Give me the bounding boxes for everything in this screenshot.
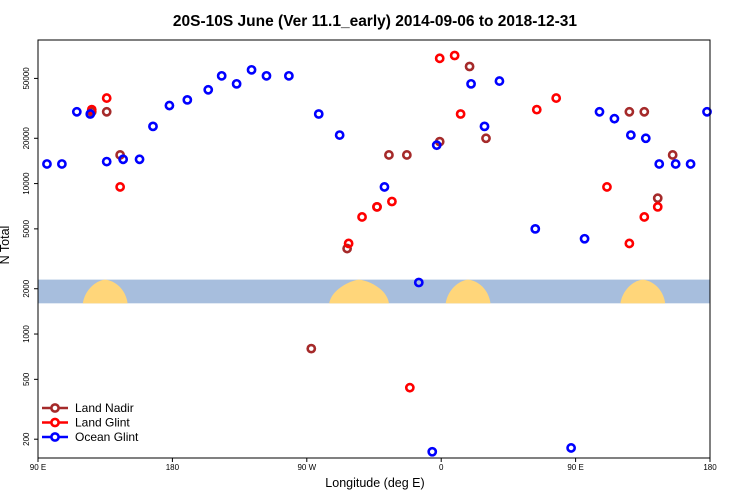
land-glint-point-7 <box>404 382 415 393</box>
y-tick-label-6: 20000 <box>22 127 31 150</box>
ocean-glint-point-6 <box>134 154 145 165</box>
ocean-glint-point-17 <box>334 130 345 140</box>
legend-label-land-glint: Land Glint <box>75 416 130 430</box>
land-glint-point-6 <box>387 196 397 207</box>
ocean-glint-point-3 <box>85 109 96 119</box>
land-nadir-point-3 <box>384 150 394 160</box>
x-tick-label-5: 180 <box>703 463 717 472</box>
ocean-glint-point-16 <box>313 109 324 119</box>
land-glint-point-1 <box>101 93 112 103</box>
y-tick-label-0: 200 <box>22 432 31 446</box>
legend-label-land-nadir: Land Nadir <box>75 401 134 415</box>
ocean-glint-point-10 <box>203 84 214 95</box>
ocean-glint-point-28 <box>594 106 605 117</box>
ocean-glint-point-24 <box>479 121 490 132</box>
map-land-1 <box>620 279 666 304</box>
ocean-glint-point-4 <box>101 156 112 167</box>
land-glint-point-16 <box>652 201 663 212</box>
y-tick-label-7: 50000 <box>22 67 31 90</box>
ocean-glint-point-33 <box>670 159 681 169</box>
ocean-glint-point-7 <box>148 121 158 132</box>
ocean-glint-point-22 <box>466 78 476 89</box>
map-land-0 <box>82 279 128 304</box>
land-nadir-point-14 <box>667 150 678 160</box>
ocean-glint-point-27 <box>579 233 590 244</box>
ocean-glint-point-35 <box>702 106 712 117</box>
x-axis-label: Longitude (deg E) <box>325 476 424 490</box>
x-tick-label-2: 90 W <box>297 463 316 472</box>
ocean-glint-point-25 <box>530 223 541 234</box>
ocean-glint-point-34 <box>685 159 696 169</box>
land-glint-point-15 <box>639 212 650 222</box>
land-nadir-point-9 <box>464 61 475 72</box>
legend-marker-ocean-glint <box>50 432 60 442</box>
land-nadir-point-10 <box>481 133 491 144</box>
x-tick-label-1: 180 <box>166 463 180 472</box>
land-glint-point-13 <box>602 182 612 192</box>
land-glint-point-2 <box>115 182 126 192</box>
ocean-glint-point-26 <box>566 443 577 453</box>
x-tick-label-4: 90 E <box>567 463 583 472</box>
map-land-3 <box>445 279 491 304</box>
land-nadir-point-13 <box>652 193 663 204</box>
ocean-glint-point-13 <box>246 64 257 75</box>
ocean-glint-point-20 <box>427 446 438 457</box>
ocean-glint-point-14 <box>261 70 272 81</box>
land-glint-point-4 <box>357 212 367 222</box>
ocean-glint-point-11 <box>216 70 227 81</box>
map-land-2 <box>329 279 389 304</box>
legend-label-ocean-glint: Ocean Glint <box>75 430 139 444</box>
legend-marker-land-nadir <box>50 403 60 413</box>
y-tick-label-1: 500 <box>22 372 31 386</box>
y-tick-label-2: 1000 <box>22 325 31 343</box>
ocean-glint-point-1 <box>56 159 67 169</box>
plot-frame <box>37 39 711 459</box>
y-tick-label-4: 5000 <box>22 219 31 237</box>
ocean-glint-point-5 <box>118 154 129 165</box>
land-glint-point-10 <box>455 109 466 119</box>
ocean-glint-point-12 <box>231 78 242 89</box>
y-axis: 200 500 1000 2000 5000 10000 20000 50000 <box>22 67 38 446</box>
land-glint-point-3 <box>343 238 354 249</box>
data-points <box>42 50 712 457</box>
ocean-glint-point-31 <box>640 133 651 144</box>
land-glint-point-14 <box>624 238 635 249</box>
ocean-glint-point-29 <box>609 113 620 124</box>
land-glint-point-8 <box>449 50 460 61</box>
x-axis: 90 E 180 90 W 0 90 E 180 <box>30 458 717 472</box>
x-tick-label-3: 0 <box>439 463 444 472</box>
ocean-glint-point-0 <box>42 159 52 169</box>
legend-marker-land-glint <box>50 417 60 428</box>
land-glint-point-11 <box>531 104 542 115</box>
ocean-glint-point-30 <box>625 130 636 140</box>
ocean-glint-point-19 <box>413 277 424 288</box>
ocean-glint-point-18 <box>379 182 390 192</box>
land-nadir-point-12 <box>639 106 650 117</box>
land-nadir-point-1 <box>101 106 112 117</box>
y-tick-label-5: 10000 <box>22 172 31 195</box>
land-glint-point-12 <box>551 93 562 103</box>
map-band <box>38 279 710 304</box>
ocean-glint-point-2 <box>71 106 82 117</box>
ocean-glint-point-23 <box>494 76 505 86</box>
y-axis-label: N Total <box>0 226 12 265</box>
land-glint-point-9 <box>434 53 445 64</box>
y-tick-label-3: 2000 <box>22 279 31 297</box>
land-nadir-point-6 <box>306 343 317 354</box>
chart-title: 20S-10S June (Ver 11.1_early) 2014-09-06… <box>173 13 578 30</box>
ocean-glint-point-32 <box>654 159 665 169</box>
land-nadir-point-11 <box>624 106 635 117</box>
ocean-glint-point-8 <box>164 100 175 111</box>
ocean-glint-point-9 <box>182 94 193 105</box>
land-nadir-point-7 <box>401 150 412 160</box>
land-nadir-point-4 <box>342 243 353 254</box>
x-tick-label-0: 90 E <box>30 463 46 472</box>
land-glint-point-5 <box>372 201 382 212</box>
ocean-glint-point-21 <box>431 140 442 151</box>
ocean-glint-point-15 <box>283 70 294 81</box>
